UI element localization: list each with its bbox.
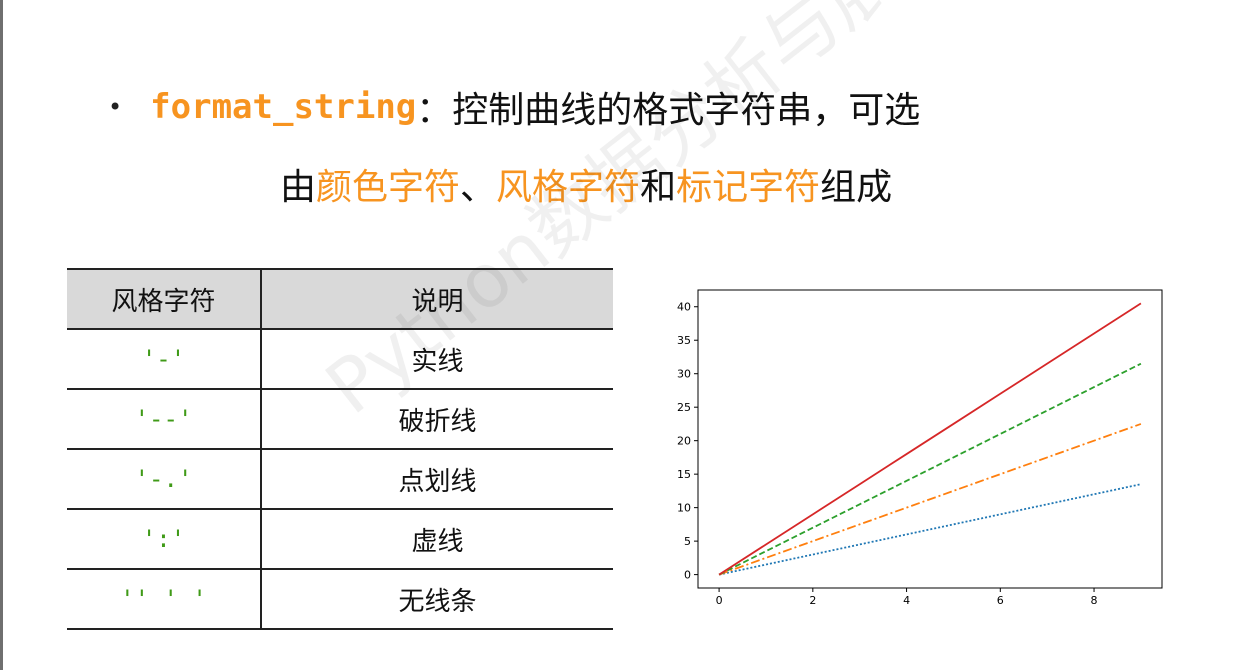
x-tick-label: 0 xyxy=(716,594,723,607)
series-line-dotted xyxy=(718,483,1142,576)
y-tick-label: 10 xyxy=(677,502,691,515)
description-line: 由 颜色字符 、 风格字符 和 标记字符 组成 xyxy=(280,158,892,210)
y-tick-label: 20 xyxy=(677,435,691,448)
table-row: '' ' ' 无线条 xyxy=(67,569,613,630)
y-tick-label: 0 xyxy=(684,569,691,582)
slide-left-border xyxy=(0,0,3,670)
line2-segment: 组成 xyxy=(820,167,893,208)
style-code-cell: '-.' xyxy=(67,449,262,510)
x-tick-label: 2 xyxy=(809,594,816,607)
description-cell: 点划线 xyxy=(261,449,613,510)
bullet-line: • format_string ： 控制曲线的格式字符串，可选 xyxy=(108,82,920,132)
line1-text: 控制曲线的格式字符串，可选 xyxy=(452,90,921,131)
line-chart: 0 2 4 6 8 0 5 10 15 20 25 30 35 40 xyxy=(660,285,1180,625)
y-tick-label: 40 xyxy=(677,301,691,314)
style-code-cell: '' ' ' xyxy=(67,569,262,630)
description-cell: 实线 xyxy=(261,329,613,390)
chart-svg: 0 2 4 6 8 0 5 10 15 20 25 30 35 40 xyxy=(677,289,1163,607)
line2-segment: 由 xyxy=(280,167,317,208)
color-char-term: 颜色字符 xyxy=(316,167,461,208)
table-row: '-' 实线 xyxy=(67,329,613,390)
bullet-dot: • xyxy=(108,93,123,121)
table-row: '--' 破折线 xyxy=(67,389,613,450)
style-code-cell: '-' xyxy=(67,329,262,390)
table-header-row: 风格字符 说明 xyxy=(67,268,613,330)
line2-segment: 、 xyxy=(460,167,497,208)
x-tick-label: 4 xyxy=(903,594,910,607)
y-tick-label: 5 xyxy=(684,535,691,548)
description-cell: 破折线 xyxy=(261,389,613,450)
table-row: ':' 虚线 xyxy=(67,509,613,570)
description-cell: 无线条 xyxy=(261,569,613,630)
style-code-cell: ':' xyxy=(67,509,262,570)
x-tick-label: 8 xyxy=(1091,594,1098,607)
series-line-dashed xyxy=(718,362,1142,576)
colon: ： xyxy=(416,90,453,131)
marker-char-term: 标记字符 xyxy=(676,167,821,208)
y-tick-label: 35 xyxy=(677,334,691,347)
header-style-char: 风格字符 xyxy=(67,268,262,330)
header-description: 说明 xyxy=(261,268,613,330)
param-name: format_string xyxy=(150,87,417,127)
line2-segment: 和 xyxy=(640,167,677,208)
description-cell: 虚线 xyxy=(261,509,613,570)
series-line-solid xyxy=(718,302,1142,576)
plot-frame xyxy=(697,289,1163,589)
style-code-cell: '--' xyxy=(67,389,262,450)
x-tick-label: 6 xyxy=(997,594,1004,607)
y-tick-label: 30 xyxy=(677,368,691,381)
style-char-table: 风格字符 说明 '-' 实线 '--' 破折线 '-.' 点划线 ':' 虚线 … xyxy=(67,268,613,630)
style-char-term: 风格字符 xyxy=(496,167,641,208)
y-tick-label: 15 xyxy=(677,468,691,481)
table-row: '-.' 点划线 xyxy=(67,449,613,510)
series-line-dashdot xyxy=(718,423,1142,576)
y-tick-label: 25 xyxy=(677,401,691,414)
